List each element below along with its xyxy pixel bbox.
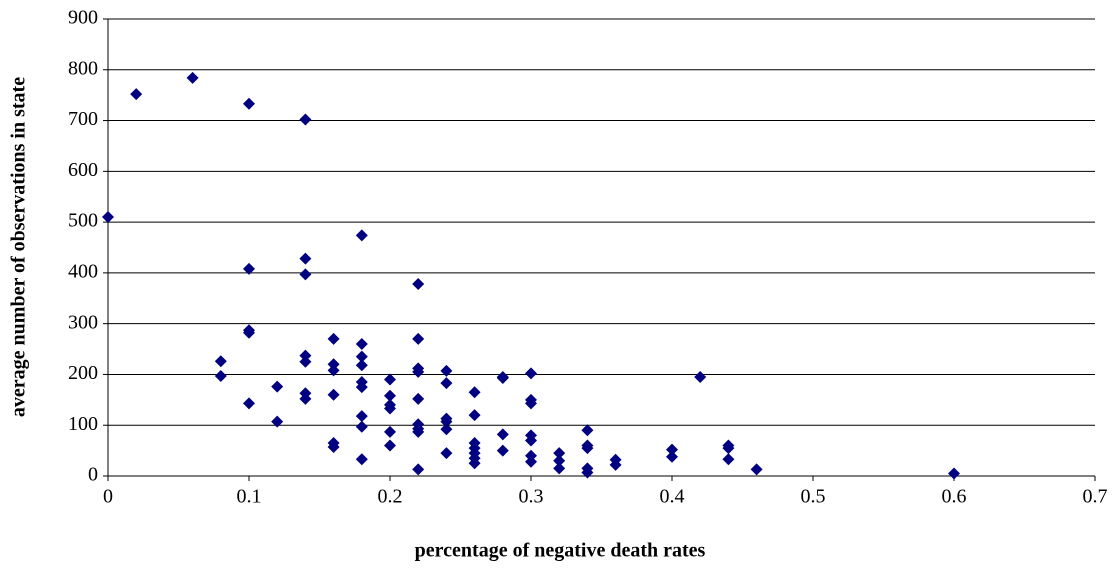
point (496, 371, 509, 384)
point (525, 367, 537, 380)
x-tick-label: 0 (103, 486, 113, 508)
point (355, 229, 368, 242)
point (355, 420, 368, 433)
point (102, 211, 114, 224)
point (355, 381, 368, 394)
point (440, 423, 453, 436)
point (750, 463, 763, 476)
point (384, 389, 396, 402)
point (299, 113, 312, 126)
x-tick-label: 0.2 (378, 486, 403, 508)
point (412, 463, 425, 476)
point (299, 268, 312, 281)
point (384, 439, 396, 452)
x-tick-label: 0.1 (237, 486, 262, 508)
x-tick-label: 0.5 (801, 486, 826, 508)
y-axis-label: average number of observations in state (8, 77, 30, 417)
point (581, 466, 594, 479)
point (271, 415, 284, 428)
point (299, 252, 312, 265)
point (525, 434, 537, 447)
point (355, 350, 368, 363)
point (412, 392, 425, 405)
point (214, 355, 227, 368)
point (243, 262, 255, 275)
point (327, 358, 340, 371)
point (694, 370, 707, 383)
point (666, 443, 678, 456)
point (214, 369, 227, 382)
point (327, 332, 340, 345)
point (468, 457, 481, 470)
point (412, 278, 425, 291)
y-tick-label: 700 (68, 108, 98, 130)
point (327, 364, 340, 377)
y-tick-label: 400 (68, 260, 98, 282)
y-tick-label: 300 (68, 311, 98, 333)
point (525, 449, 537, 462)
point (355, 410, 368, 423)
point (581, 424, 594, 437)
x-tick-label: 0.7 (1083, 486, 1108, 508)
point (440, 415, 453, 428)
point (243, 97, 255, 110)
point (722, 442, 735, 455)
y-tick-label: 200 (68, 362, 98, 384)
point (440, 364, 453, 377)
point (299, 349, 312, 362)
x-tick-label: 0.3 (519, 486, 544, 508)
point (468, 409, 481, 422)
point (355, 453, 368, 466)
point (553, 454, 566, 467)
point (355, 359, 368, 372)
y-tick-label: 0 (88, 464, 98, 486)
point (299, 392, 312, 405)
point (609, 458, 622, 471)
point (327, 441, 340, 454)
point (553, 462, 566, 475)
point (186, 71, 199, 84)
x-axis-label: percentage of negative death rates (415, 540, 706, 562)
y-tick-label: 600 (68, 159, 98, 181)
point (440, 447, 453, 460)
point (243, 326, 255, 339)
point (327, 388, 340, 401)
point (299, 355, 312, 368)
point (525, 455, 537, 468)
point (384, 402, 396, 415)
x-tick-label: 0.6 (942, 486, 967, 508)
point (440, 377, 453, 390)
point (130, 88, 143, 101)
y-tick-label: 800 (68, 57, 98, 79)
y-tick-label: 500 (68, 210, 98, 232)
point (468, 386, 481, 399)
point (412, 425, 425, 438)
point (412, 365, 425, 378)
point (581, 442, 594, 455)
point (722, 453, 735, 466)
point (243, 397, 255, 410)
x-tick-label: 0.4 (660, 486, 685, 508)
point (553, 447, 566, 460)
point (496, 428, 509, 441)
y-tick-label: 900 (68, 7, 98, 29)
point (355, 337, 368, 350)
point (412, 332, 425, 345)
point (496, 444, 509, 457)
point (525, 397, 537, 410)
y-tick-label: 100 (68, 413, 98, 435)
point (271, 380, 284, 393)
point (948, 467, 960, 480)
point (384, 425, 396, 438)
point (384, 373, 396, 386)
point (666, 450, 678, 463)
